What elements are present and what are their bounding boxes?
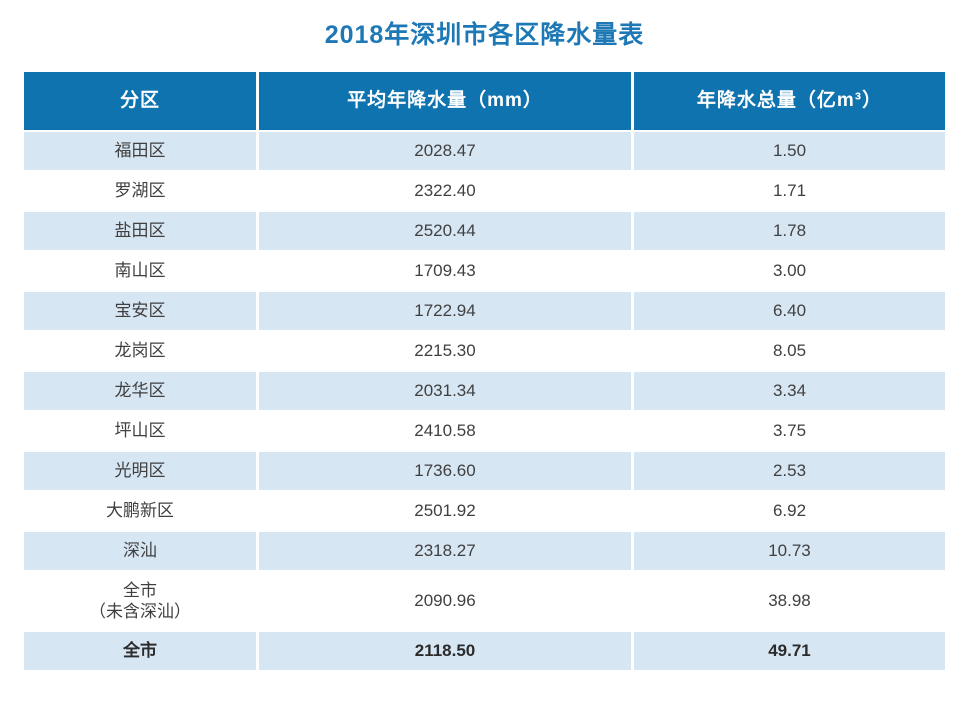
table-row: 深汕 2318.27 10.73 <box>24 532 945 570</box>
total-rainfall-cell: 2.53 <box>634 452 945 490</box>
avg-rainfall-cell: 2215.30 <box>259 332 631 370</box>
district-cell: 南山区 <box>24 252 256 290</box>
total-rainfall-cell: 3.75 <box>634 412 945 450</box>
total-rainfall-cell: 1.50 <box>634 132 945 170</box>
total-rainfall-cell: 8.05 <box>634 332 945 370</box>
table-row: 光明区 1736.60 2.53 <box>24 452 945 490</box>
total-rainfall-cell: 3.34 <box>634 372 945 410</box>
table-row: 龙岗区 2215.30 8.05 <box>24 332 945 370</box>
district-cell: 坪山区 <box>24 412 256 450</box>
total-rainfall-cell: 38.98 <box>634 572 945 630</box>
rainfall-table: 分区 平均年降水量（mm） 年降水总量（亿m³） 福田区 2028.47 1.5… <box>24 72 945 670</box>
header-total-rainfall: 年降水总量（亿m³） <box>634 72 945 130</box>
district-cell: 宝安区 <box>24 292 256 330</box>
avg-rainfall-cell: 1709.43 <box>259 252 631 290</box>
table-row: 坪山区 2410.58 3.75 <box>24 412 945 450</box>
district-cell: 光明区 <box>24 452 256 490</box>
table-row: 全市 （未含深汕） 2090.96 38.98 <box>24 572 945 630</box>
avg-rainfall-cell: 2501.92 <box>259 492 631 530</box>
table-row: 宝安区 1722.94 6.40 <box>24 292 945 330</box>
district-cell: 龙华区 <box>24 372 256 410</box>
total-rainfall-cell: 10.73 <box>634 532 945 570</box>
total-rainfall-cell: 1.71 <box>634 172 945 210</box>
table-row: 南山区 1709.43 3.00 <box>24 252 945 290</box>
district-cell: 罗湖区 <box>24 172 256 210</box>
table-row: 大鹏新区 2501.92 6.92 <box>24 492 945 530</box>
table-header-row: 分区 平均年降水量（mm） 年降水总量（亿m³） <box>24 72 945 130</box>
avg-rainfall-cell: 2318.27 <box>259 532 631 570</box>
avg-rainfall-cell: 2031.34 <box>259 372 631 410</box>
avg-rainfall-cell: 2322.40 <box>259 172 631 210</box>
page-title: 2018年深圳市各区降水量表 <box>324 21 645 49</box>
table-row: 福田区 2028.47 1.50 <box>24 132 945 170</box>
district-cell: 深汕 <box>24 532 256 570</box>
district-cell: 全市 <box>24 632 256 670</box>
total-rainfall-cell: 49.71 <box>634 632 945 670</box>
district-cell: 盐田区 <box>24 212 256 250</box>
header-avg-rainfall: 平均年降水量（mm） <box>259 72 631 130</box>
district-cell: 全市 （未含深汕） <box>24 572 256 630</box>
avg-rainfall-cell: 2028.47 <box>259 132 631 170</box>
header-district: 分区 <box>24 72 256 130</box>
avg-rainfall-cell: 2118.50 <box>259 632 631 670</box>
total-rainfall-cell: 1.78 <box>634 212 945 250</box>
table-row-total: 全市 2118.50 49.71 <box>24 632 945 670</box>
table-row: 罗湖区 2322.40 1.71 <box>24 172 945 210</box>
table-row: 盐田区 2520.44 1.78 <box>24 212 945 250</box>
avg-rainfall-cell: 2410.58 <box>259 412 631 450</box>
avg-rainfall-cell: 1722.94 <box>259 292 631 330</box>
avg-rainfall-cell: 1736.60 <box>259 452 631 490</box>
district-cell: 大鹏新区 <box>24 492 256 530</box>
total-rainfall-cell: 3.00 <box>634 252 945 290</box>
avg-rainfall-cell: 2090.96 <box>259 572 631 630</box>
district-cell: 福田区 <box>24 132 256 170</box>
avg-rainfall-cell: 2520.44 <box>259 212 631 250</box>
table-row: 龙华区 2031.34 3.34 <box>24 372 945 410</box>
district-cell: 龙岗区 <box>24 332 256 370</box>
total-rainfall-cell: 6.40 <box>634 292 945 330</box>
total-rainfall-cell: 6.92 <box>634 492 945 530</box>
